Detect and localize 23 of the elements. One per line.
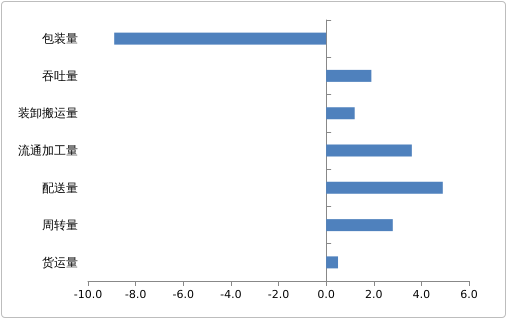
y-tick-label: 流通加工量 <box>18 144 78 158</box>
y-tick-label: 周转量 <box>42 218 78 232</box>
x-tick-label: -8.0 <box>124 288 146 301</box>
bar <box>326 144 412 156</box>
y-tick-label: 装卸搬运量 <box>18 106 78 120</box>
x-tick-label: -6.0 <box>172 288 194 301</box>
x-tick-label: 2.0 <box>365 288 382 301</box>
x-tick-label: 4.0 <box>412 288 430 301</box>
bar <box>326 107 355 120</box>
x-tick-label: 0.0 <box>317 288 335 301</box>
x-tick-label: -10.0 <box>74 288 102 301</box>
y-tick-label: 货运量 <box>42 255 78 270</box>
bar <box>114 32 326 45</box>
bar <box>326 256 338 268</box>
y-tick-label: 包装量 <box>42 32 78 46</box>
bar <box>326 70 372 82</box>
x-tick-label: -4.0 <box>220 288 242 301</box>
x-tick-label: 6.0 <box>460 288 478 301</box>
x-tick-label: -2.0 <box>268 288 290 301</box>
y-tick-label: 吞吐量 <box>42 68 78 83</box>
bar <box>326 219 393 232</box>
bar <box>326 182 443 194</box>
y-tick-label: 配送量 <box>42 180 78 195</box>
